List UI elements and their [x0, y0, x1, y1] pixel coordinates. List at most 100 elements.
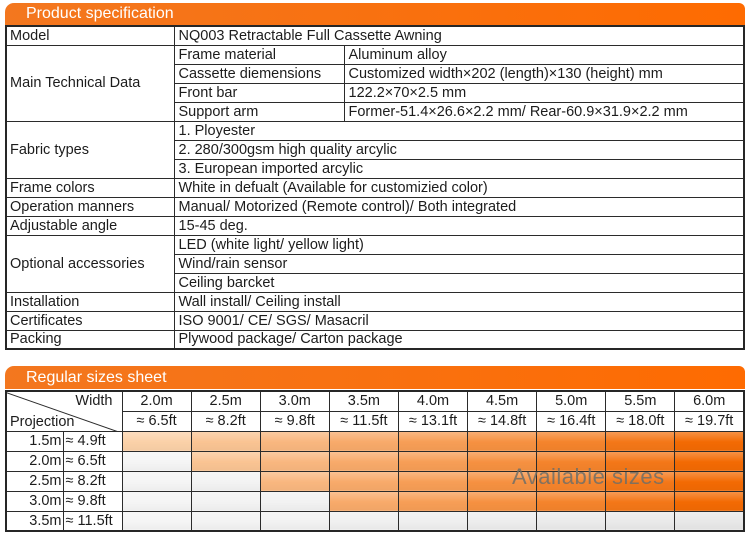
- spec-subcategory: Support arm: [173, 101, 345, 122]
- spec-row: Main Technical Data Frame material Aluminu…: [5, 44, 745, 122]
- projection-row-ft: ≈ 9.8ft: [62, 490, 123, 512]
- size-cell-available: [674, 450, 745, 472]
- spec-value: 3. European imported arcylic: [173, 158, 745, 179]
- size-cell-available: [190, 430, 261, 452]
- spec-row: Support arm Former-51.4×26.6×2.2 mm/ Rear…: [6, 101, 745, 122]
- size-cell-available: [605, 470, 676, 492]
- spec-value: Plywood package/ Carton package: [173, 329, 745, 350]
- size-cell-available: [536, 450, 607, 472]
- spec-row: Model NQ003 Retractable Full Cassette Awn…: [5, 25, 745, 46]
- spec-value: Customized width×202 (length)×130 (heigh…: [343, 63, 745, 84]
- sizes-header-row-m: Width Projection 2.0m 2.5m 3.0m 3.5m 4.0m 4.5m 5…: [5, 390, 745, 432]
- size-cell-unavailable: [121, 490, 192, 512]
- spec-value: Manual/ Motorized (Remote control)/ Both…: [173, 196, 745, 217]
- size-cell-available: [328, 470, 399, 492]
- size-cell-available: [397, 470, 469, 492]
- spec-value: Wind/rain sensor: [173, 253, 745, 274]
- size-cell-unavailable: [259, 510, 330, 532]
- spec-value: NQ003 Retractable Full Cassette Awning: [173, 25, 745, 46]
- size-cell-available: [328, 430, 399, 452]
- sizes-header-bar: Regular sizes sheet: [5, 366, 745, 389]
- spec-row: Fabric types 1. Ployester: [5, 120, 745, 179]
- spec-value: Former-51.4×26.6×2.2 mm/ Rear-60.9×31.9×…: [343, 101, 745, 122]
- spec-row: Installation Wall install/ Ceiling instal…: [5, 291, 745, 312]
- spec-subcategory: Front bar: [173, 82, 345, 103]
- width-column-ft: ≈ 19.7ft: [674, 410, 745, 432]
- width-column-m: 4.5m: [467, 390, 538, 412]
- width-column-m: 5.5m: [605, 390, 676, 412]
- size-cell-available: [674, 430, 745, 452]
- size-cell-unavailable: [121, 450, 192, 472]
- spec-row: Frame colors White in defualt (Available …: [5, 177, 745, 198]
- spec-row: Optional accessories LED (white light/ ye…: [5, 234, 745, 293]
- width-column-m: 5.0m: [536, 390, 607, 412]
- projection-row-m: 2.5m: [5, 470, 64, 492]
- projection-row-m: 3.5m: [5, 510, 64, 532]
- size-cell-available: [328, 490, 399, 512]
- spec-label: Fabric types: [5, 120, 175, 179]
- spec-label: Installation: [5, 291, 175, 312]
- spec-label: Certificates: [5, 310, 175, 331]
- size-cell-unavailable: [467, 510, 538, 532]
- product-spec-header-bar: Product specification: [5, 3, 745, 25]
- spec-label: Frame colors: [5, 177, 175, 198]
- projection-row-ft: ≈ 11.5ft: [62, 510, 123, 532]
- spec-row: Adjustable angle 15-45 deg.: [5, 215, 745, 236]
- size-cell-available: [259, 450, 330, 472]
- size-cell-available: [605, 490, 676, 512]
- spec-value: 15-45 deg.: [173, 215, 745, 236]
- size-cell-unavailable: [190, 470, 261, 492]
- sizes-corner-cell: Width Projection: [5, 390, 123, 432]
- size-cell-available: [467, 430, 538, 452]
- width-column-m: 4.0m: [397, 390, 469, 412]
- spec-label: Adjustable angle: [5, 215, 175, 236]
- size-cell-unavailable: [121, 470, 192, 492]
- size-cell-unavailable: [674, 510, 745, 532]
- size-cell-available: [467, 490, 538, 512]
- sizes-table: Width Projection 2.0m 2.5m 3.0m 3.5m 4.0m 4.5m 5…: [5, 390, 745, 532]
- size-cell-available: [397, 490, 469, 512]
- projection-axis-label: Projection: [10, 413, 75, 430]
- width-column-m: 6.0m: [674, 390, 745, 412]
- spec-row: Packing Plywood package/ Carton package: [5, 329, 745, 350]
- size-cell-available: [605, 430, 676, 452]
- width-column-ft: ≈ 13.1ft: [397, 410, 469, 432]
- spec-subcategory: Cassette diemensions: [173, 63, 345, 84]
- sizes-row: 2.0m ≈ 6.5ft: [5, 450, 745, 472]
- spec-row: Operation manners Manual/ Motorized (Remo…: [5, 196, 745, 217]
- spec-value: Wall install/ Ceiling install: [173, 291, 745, 312]
- size-cell-available: [467, 470, 538, 492]
- width-column-ft: ≈ 18.0ft: [605, 410, 676, 432]
- spec-label: Main Technical Data: [5, 44, 175, 122]
- width-column-ft: ≈ 9.8ft: [259, 410, 330, 432]
- sizes-row: 3.5m ≈ 11.5ft: [5, 510, 745, 532]
- spec-value: ISO 9001/ CE/ SGS/ Masacril: [173, 310, 745, 331]
- size-cell-unavailable: [536, 510, 607, 532]
- projection-row-ft: ≈ 4.9ft: [62, 430, 123, 452]
- size-cell-available: [121, 430, 192, 452]
- sizes-row: 3.0m ≈ 9.8ft: [5, 490, 745, 512]
- size-cell-available: [259, 470, 330, 492]
- size-cell-available: [190, 450, 261, 472]
- width-column-ft: ≈ 16.4ft: [536, 410, 607, 432]
- size-cell-unavailable: [605, 510, 676, 532]
- spec-value: Aluminum alloy: [343, 44, 745, 65]
- width-column-m: 2.5m: [190, 390, 261, 412]
- spec-label: Packing: [5, 329, 175, 350]
- width-column-ft: ≈ 14.8ft: [467, 410, 538, 432]
- spec-row: Certificates ISO 9001/ CE/ SGS/ Masacril: [5, 310, 745, 331]
- width-column-ft: ≈ 6.5ft: [121, 410, 192, 432]
- size-cell-available: [674, 470, 745, 492]
- size-cell-available: [397, 430, 469, 452]
- width-column-ft: ≈ 11.5ft: [328, 410, 399, 432]
- size-cell-available: [259, 430, 330, 452]
- spec-value: 2. 280/300gsm high quality arcylic: [173, 139, 745, 160]
- sizes-row: 2.5m ≈ 8.2ft: [5, 470, 745, 492]
- projection-row-ft: ≈ 6.5ft: [62, 450, 123, 472]
- product-spec-title: Product specification: [26, 5, 174, 22]
- size-cell-available: [536, 430, 607, 452]
- projection-row-m: 3.0m: [5, 490, 64, 512]
- width-axis-label: Width: [75, 393, 113, 409]
- sizes-row: 1.5m ≈ 4.9ft: [5, 430, 745, 452]
- spec-table: Model NQ003 Retractable Full Cassette Awn…: [5, 25, 745, 350]
